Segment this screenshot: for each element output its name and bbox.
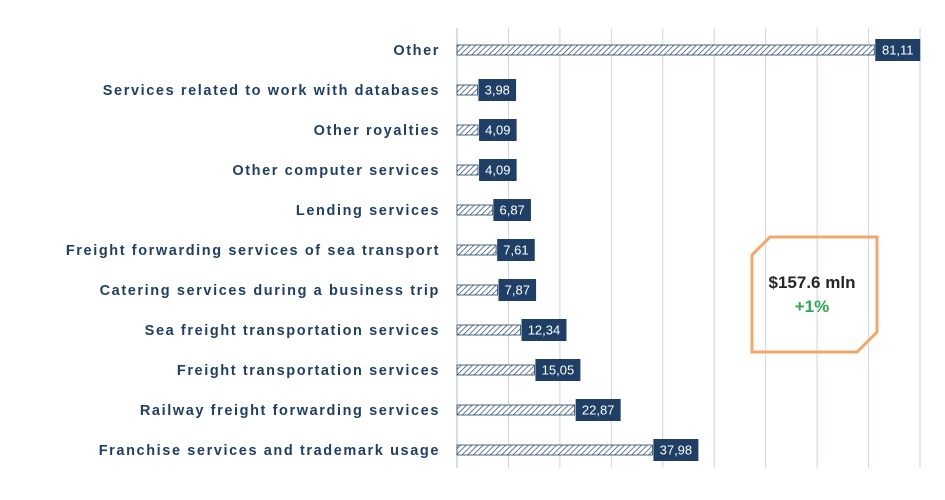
bar (456, 364, 535, 376)
category-labels: Other Services related to work with datab… (66, 43, 440, 459)
value-label-box (497, 239, 535, 261)
bar (456, 324, 521, 336)
value-label-box (498, 279, 537, 301)
bar (456, 164, 479, 176)
value-label-box (535, 359, 581, 381)
bars (456, 44, 875, 456)
bar (456, 244, 497, 256)
gridlines (456, 28, 921, 468)
value-label: 4,09 (485, 163, 510, 178)
category-label: Franchise services and trademark usage (99, 443, 440, 459)
value-label-box (653, 439, 699, 461)
bar (456, 124, 479, 136)
value-label: 12,34 (528, 323, 561, 338)
callout-change-value: +1% (794, 297, 830, 316)
value-label-box (479, 159, 517, 181)
value-label-box (875, 39, 921, 61)
value-label-box (479, 119, 517, 141)
value-label: 7,87 (505, 283, 530, 298)
category-label: Freight forwarding services of sea trans… (66, 243, 440, 259)
value-labels: 81,11 3,98 4,09 4,09 6,87 7,61 7,87 12,34 15,05 2… (478, 39, 921, 461)
category-label: Freight transportation services (177, 363, 440, 379)
category-label: Railway freight forwarding services (140, 403, 440, 419)
bar (456, 204, 493, 216)
category-label: Lending services (296, 203, 440, 219)
value-label: 3,98 (485, 83, 510, 98)
bar (456, 444, 653, 456)
category-label: Catering services during a business trip (100, 283, 440, 299)
category-label: Other computer services (232, 163, 440, 179)
value-label: 81,11 (882, 43, 914, 58)
value-label-box (521, 319, 567, 341)
bar (456, 404, 576, 416)
category-label: Other (393, 43, 440, 59)
value-label: 37,98 (660, 443, 693, 458)
value-label-box (575, 399, 621, 421)
bar (456, 284, 498, 296)
category-label: Sea freight transportation services (145, 323, 440, 339)
callout-total-value: $157.6 mln (768, 273, 856, 292)
callout-frame (750, 235, 879, 354)
value-label: 22,87 (582, 403, 615, 418)
category-label: Other royalties (314, 123, 440, 139)
value-label: 7,61 (503, 243, 528, 258)
value-label-box (493, 199, 531, 221)
value-label: 4,09 (485, 123, 510, 138)
bar (456, 84, 478, 96)
category-label: Services related to work with databases (103, 83, 440, 99)
bar (456, 44, 875, 56)
total-callout: $157.6 mln +1% (750, 235, 880, 355)
value-label-box (478, 79, 517, 101)
value-label: 6,87 (499, 203, 524, 218)
value-label: 15,05 (542, 363, 575, 378)
